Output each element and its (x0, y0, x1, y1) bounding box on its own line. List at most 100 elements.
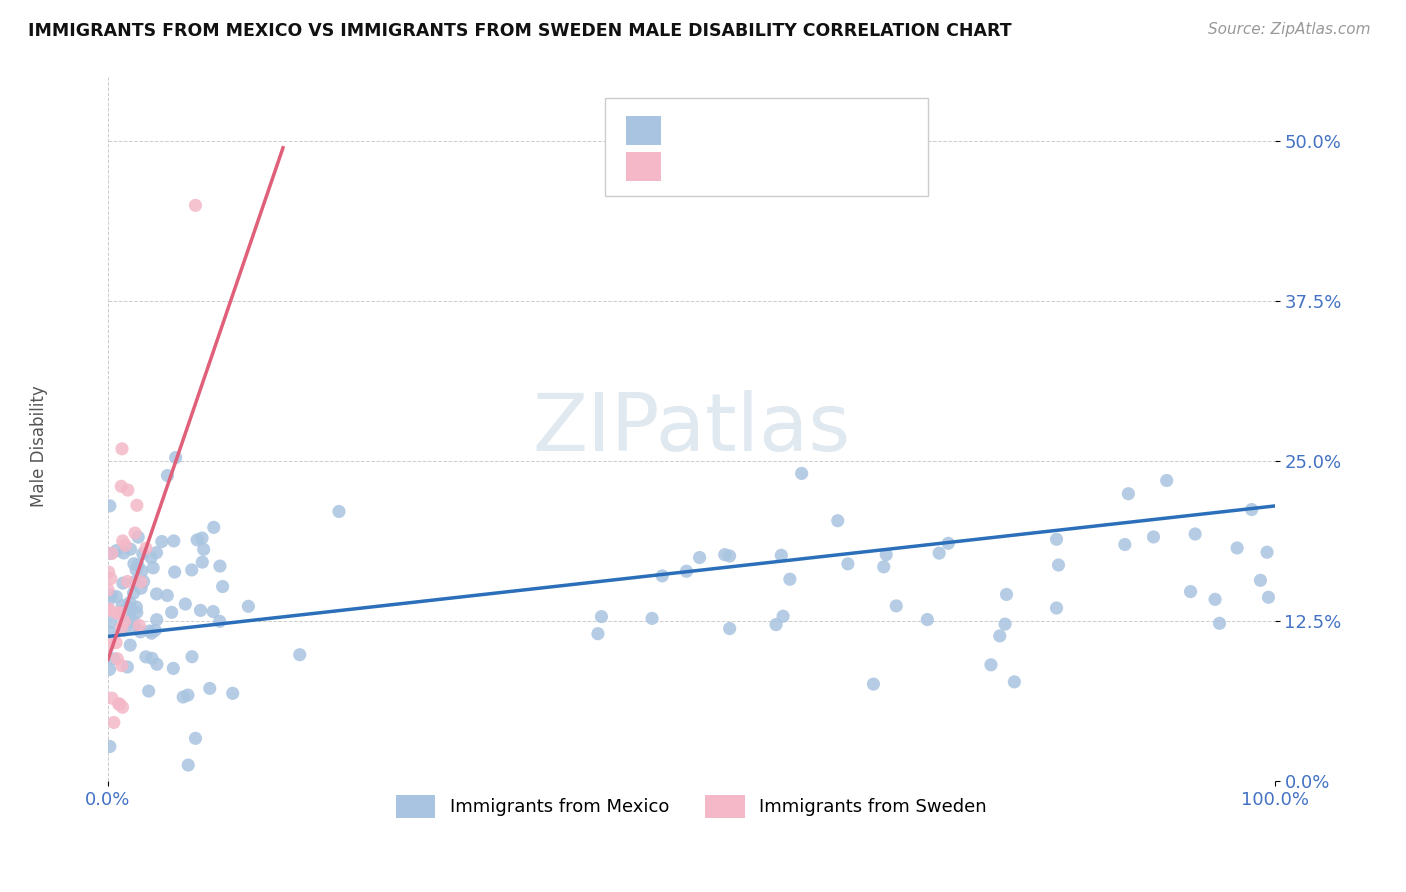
Point (591, 609, 613, 624)
Point (145, 546, 167, 560)
Point (1184, 527, 1206, 541)
Text: Male Disability: Male Disability (31, 385, 48, 507)
Point (718, 549, 741, 563)
Point (105, 590, 128, 604)
Point (177, 758, 200, 772)
Point (117, 574, 139, 589)
Point (114, 615, 136, 629)
Point (156, 589, 179, 603)
Point (135, 541, 157, 556)
Point (115, 603, 138, 617)
Point (202, 605, 225, 619)
Point (174, 597, 197, 611)
Point (98, 637, 121, 651)
Point (208, 615, 231, 629)
Point (112, 623, 135, 637)
Point (98, 602, 121, 616)
Point (112, 609, 135, 624)
Point (184, 731, 207, 746)
Point (110, 479, 132, 493)
Point (120, 638, 142, 652)
Text: 0.731: 0.731 (714, 154, 770, 172)
Text: 31: 31 (827, 154, 858, 172)
Point (110, 606, 132, 620)
Point (122, 615, 145, 629)
Point (177, 688, 200, 702)
Point (132, 574, 155, 589)
Point (689, 550, 711, 565)
Point (124, 574, 146, 589)
Point (238, 599, 260, 614)
Point (122, 586, 145, 600)
Point (1226, 541, 1249, 555)
Point (108, 697, 131, 711)
Point (1208, 616, 1230, 631)
Point (103, 715, 125, 730)
Point (118, 609, 141, 624)
Point (98, 603, 121, 617)
Point (125, 600, 148, 615)
Point (772, 609, 794, 624)
Point (125, 498, 148, 512)
Point (936, 536, 959, 550)
Text: ZIPatlas: ZIPatlas (533, 390, 851, 468)
Point (1047, 558, 1070, 572)
Text: R =: R = (672, 154, 711, 172)
Point (180, 563, 202, 577)
Point (675, 564, 697, 578)
Point (1257, 591, 1279, 605)
Point (1045, 601, 1067, 615)
Point (1002, 674, 1025, 689)
Point (105, 543, 128, 558)
Point (222, 686, 245, 700)
Point (827, 514, 849, 528)
Point (97, 565, 120, 579)
Point (1204, 592, 1226, 607)
Point (994, 617, 1017, 632)
Point (131, 564, 153, 578)
Point (125, 606, 148, 620)
Point (141, 651, 163, 665)
Point (1045, 533, 1067, 547)
Point (97, 582, 120, 597)
Point (1180, 584, 1202, 599)
Text: 124: 124 (827, 119, 865, 136)
Point (128, 618, 150, 632)
Point (118, 600, 141, 615)
Point (875, 548, 897, 562)
Point (837, 557, 859, 571)
Point (988, 629, 1011, 643)
Point (145, 587, 167, 601)
Point (160, 606, 183, 620)
Point (873, 559, 896, 574)
Point (143, 624, 166, 638)
Point (139, 550, 162, 565)
Point (141, 626, 163, 640)
Point (928, 546, 950, 560)
Point (146, 657, 169, 672)
Point (1156, 474, 1178, 488)
Point (1142, 530, 1164, 544)
Point (105, 651, 128, 665)
Point (107, 697, 129, 711)
Text: N =: N = (787, 119, 827, 136)
Point (129, 581, 152, 595)
Point (98, 499, 121, 513)
Point (172, 690, 194, 704)
Point (118, 595, 141, 609)
Point (980, 657, 1002, 672)
Point (105, 606, 128, 620)
Point (111, 700, 134, 714)
Point (127, 558, 149, 572)
Point (790, 467, 813, 481)
Point (162, 661, 184, 675)
Point (862, 677, 884, 691)
Point (114, 538, 136, 552)
Text: R =: R = (672, 119, 711, 136)
Point (779, 572, 801, 586)
Point (328, 504, 350, 518)
Point (117, 660, 139, 674)
Point (100, 625, 122, 640)
Point (586, 626, 609, 640)
Point (111, 658, 134, 673)
